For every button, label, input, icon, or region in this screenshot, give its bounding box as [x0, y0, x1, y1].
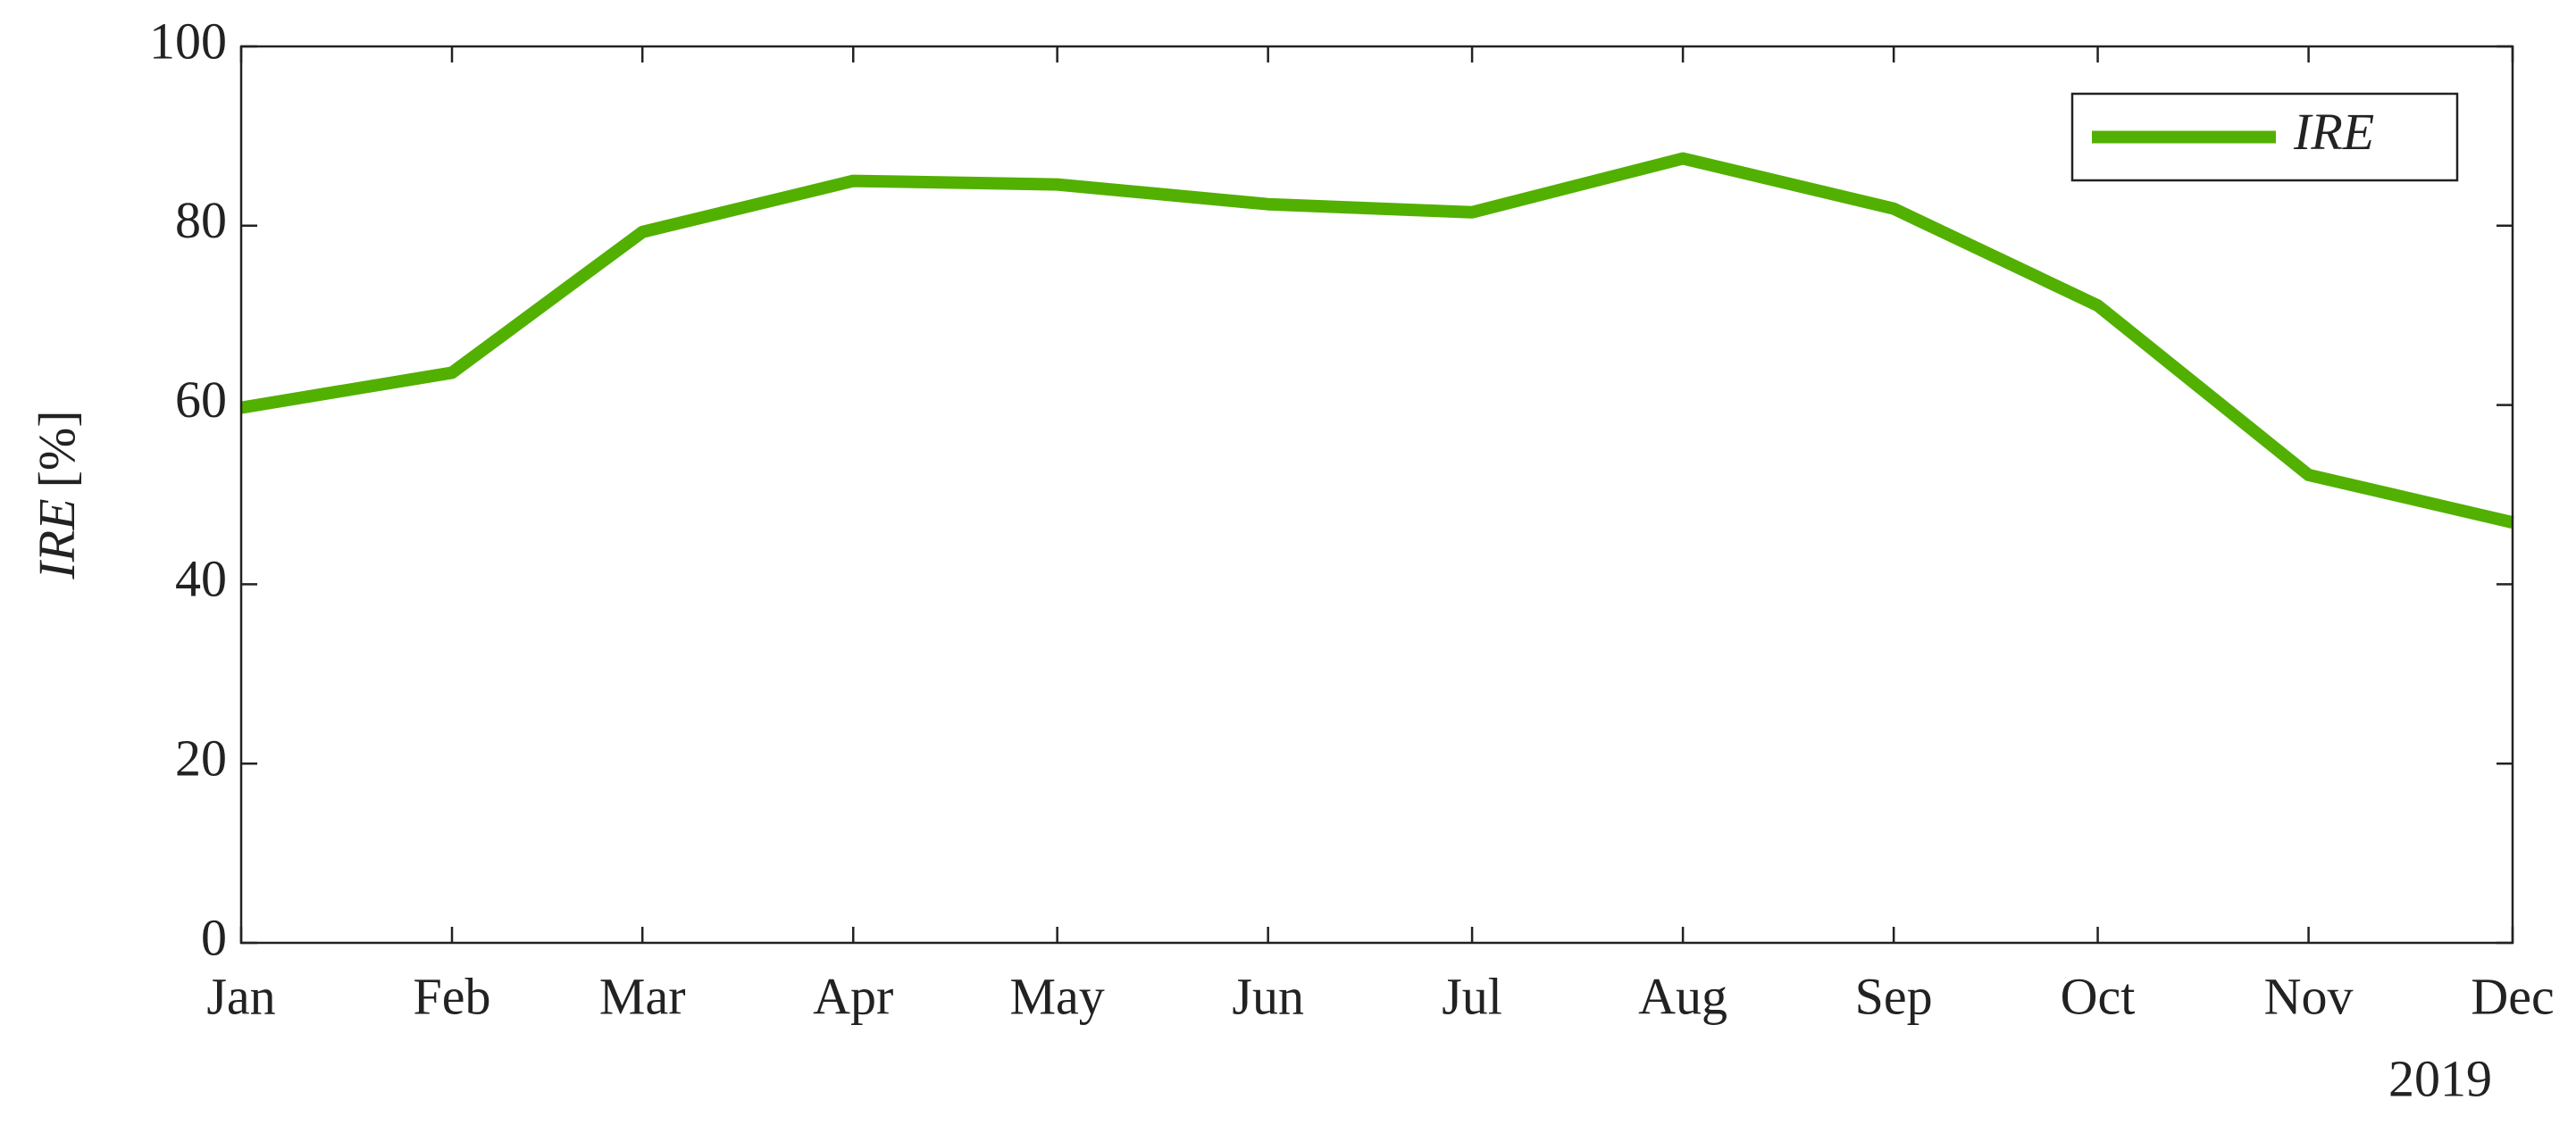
y-tick-label: 60	[175, 371, 227, 429]
x-tick-label: Jun	[1232, 967, 1304, 1025]
y-tick-label: 20	[175, 729, 227, 788]
x-tick-label: Feb	[414, 967, 491, 1025]
y-tick-label: 0	[201, 908, 227, 966]
x-tick-label: Dec	[2471, 967, 2554, 1025]
x-tick-label: Sep	[1855, 967, 1933, 1025]
x-tick-label: Jul	[1442, 967, 1502, 1025]
x-tick-label: Aug	[1638, 967, 1727, 1025]
legend-label: IRE	[2293, 103, 2374, 161]
y-axis-label: IRE [%]	[28, 410, 86, 579]
y-tick-label: 100	[149, 12, 227, 70]
x-tick-label: May	[1009, 967, 1104, 1025]
x-tick-label: Mar	[599, 967, 686, 1025]
plot-frame	[239, 45, 2514, 945]
data-line	[239, 152, 2514, 529]
x-tick-label: Apr	[813, 967, 893, 1025]
x-secondary-label: 2019	[2388, 1049, 2492, 1107]
x-tick-label: Jan	[206, 967, 275, 1025]
y-tick-label: 40	[175, 550, 227, 608]
x-tick-label: Nov	[2264, 967, 2354, 1025]
y-tick-label: 80	[175, 191, 227, 249]
y-label-unit: [%]	[28, 410, 86, 488]
y-label-variable: IRE	[28, 498, 86, 579]
x-tick-label: Oct	[2061, 967, 2136, 1025]
